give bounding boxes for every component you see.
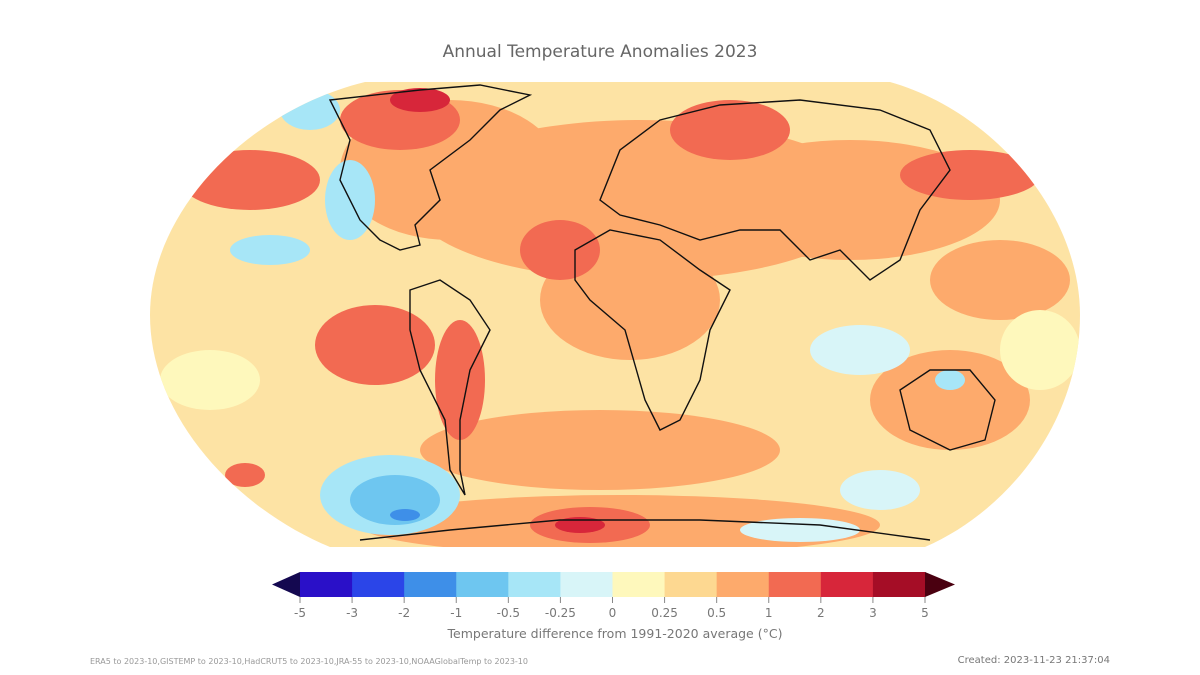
colorbar-segment xyxy=(352,572,405,597)
colorbar-tick-label: 3 xyxy=(869,606,877,620)
colorbar-segment xyxy=(820,572,874,597)
colorbar-tick-label: -1 xyxy=(450,606,463,620)
anomaly-regions xyxy=(160,88,1080,547)
coastlines xyxy=(328,84,996,541)
colorbar-segment xyxy=(508,572,561,597)
data-sources: ERA5 to 2023-10,GISTEMP to 2023-10,HadCR… xyxy=(90,657,528,666)
colorbar-tick-label: -2 xyxy=(398,606,411,620)
colorbar-segment xyxy=(404,572,457,597)
colorbar-segment xyxy=(768,572,822,597)
colorbar-segment xyxy=(456,572,509,597)
colorbar-segment xyxy=(612,572,666,597)
colorbar-tick-label: -3 xyxy=(346,606,359,620)
colorbar-tick-label: -5 xyxy=(294,606,306,620)
colorbar-segment xyxy=(560,572,613,597)
colorbar-tick-label: 5 xyxy=(921,606,929,620)
colorbar-segment xyxy=(716,572,770,597)
colorbar-label: Temperature difference from 1991-2020 av… xyxy=(447,626,783,641)
colorbar-segment xyxy=(872,572,926,597)
colorbar-tick-label: -0.5 xyxy=(496,606,521,620)
colorbar-tick-label: 0 xyxy=(608,606,617,620)
created-timestamp: Created: 2023-11-23 21:37:04 xyxy=(957,655,1110,666)
colorbar-segment xyxy=(300,572,353,597)
colorbar-tick-label: -0.25 xyxy=(544,606,576,620)
colorbar-under-arrow xyxy=(272,572,300,597)
colorbar-over-arrow xyxy=(925,572,955,597)
colorbar-tick-label: 1 xyxy=(764,606,773,620)
colorbar-tick-label: 2 xyxy=(817,606,825,620)
colorbar-tick-label: 0.5 xyxy=(707,606,727,620)
colorbar-tick-label: 0.25 xyxy=(651,606,678,620)
colorbar-segment xyxy=(664,572,718,597)
map-title: Annual Temperature Anomalies 2023 xyxy=(442,42,758,62)
